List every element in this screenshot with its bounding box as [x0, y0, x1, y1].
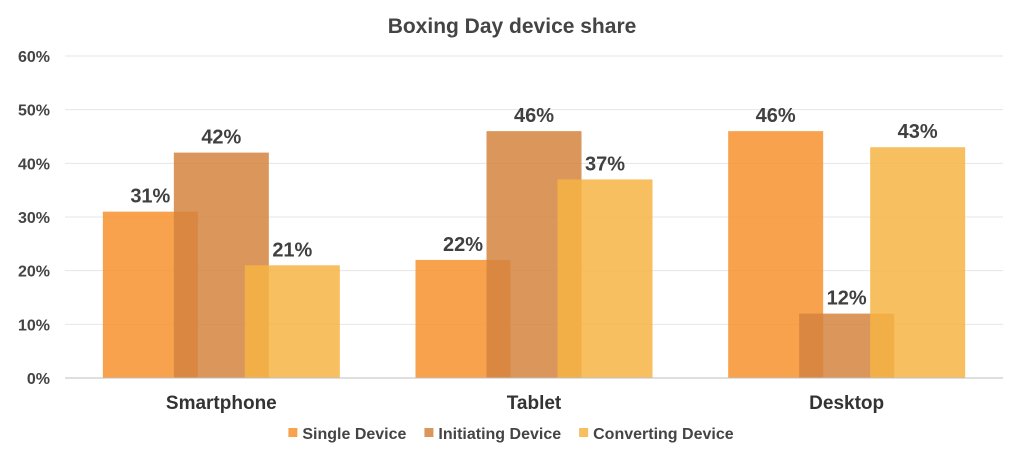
legend-label: Single Device	[302, 426, 406, 443]
data-label: 22%	[443, 234, 483, 256]
legend-swatch	[579, 428, 589, 437]
data-label: 43%	[898, 121, 938, 143]
legend: Single Device Initiating Device Converting…	[288, 426, 734, 443]
y-tick-label: 40%	[18, 156, 50, 173]
data-labels: 31% 42% 21% 22% 46% 37% 46% 12% 43%	[130, 105, 938, 309]
y-axis: 0% 10% 20% 30% 40% 50% 60%	[18, 49, 50, 388]
y-tick-label: 10%	[18, 317, 50, 334]
chart-title: Boxing Day device share	[388, 15, 637, 38]
x-tick-label: Smartphone	[166, 393, 277, 414]
y-tick-label: 60%	[18, 49, 50, 66]
y-tick-label: 30%	[18, 210, 50, 227]
x-tick-label: Desktop	[809, 393, 884, 414]
x-axis: Smartphone Tablet Desktop	[65, 377, 1003, 414]
legend-label: Initiating Device	[438, 426, 561, 443]
data-label: 31%	[130, 186, 170, 208]
data-label: 21%	[272, 239, 312, 261]
y-tick-label: 20%	[18, 264, 50, 281]
data-label: 46%	[514, 105, 554, 127]
data-label: 46%	[756, 105, 796, 127]
y-tick-label: 0%	[27, 371, 50, 388]
data-label: 42%	[201, 127, 241, 149]
legend-label: Converting Device	[593, 426, 734, 443]
data-label: 12%	[827, 288, 867, 310]
legend-swatch	[424, 428, 434, 437]
legend-swatch	[288, 428, 298, 437]
bar-converting-device	[557, 179, 653, 378]
data-label: 37%	[585, 153, 625, 175]
bars	[102, 131, 966, 378]
bar-converting-device	[244, 265, 340, 378]
y-tick-label: 50%	[18, 103, 50, 120]
bar-converting-device	[870, 147, 966, 378]
x-tick-label: Tablet	[507, 393, 562, 414]
